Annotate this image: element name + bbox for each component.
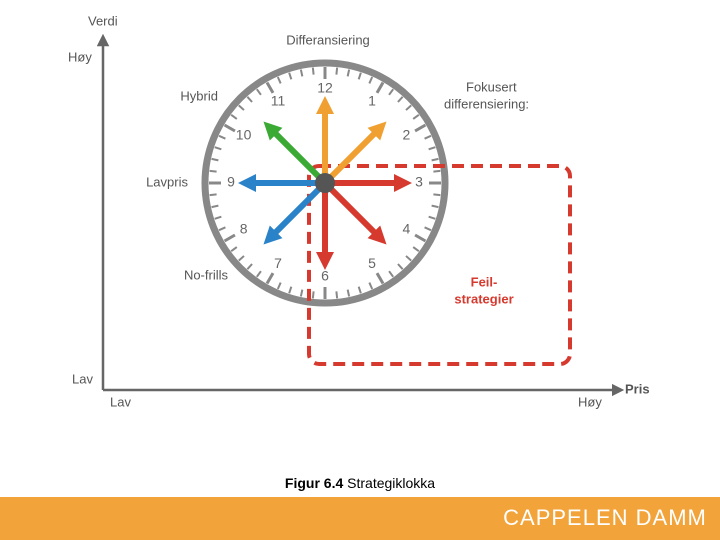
tick — [424, 226, 432, 232]
clock-number: 12 — [317, 80, 333, 96]
tick — [375, 272, 385, 285]
tick — [335, 67, 339, 75]
tick — [299, 289, 304, 297]
tick — [238, 104, 245, 111]
label-focused-1: Fokusert — [466, 79, 517, 94]
tick — [412, 114, 420, 120]
clock-number: 11 — [271, 92, 286, 108]
arrow — [322, 121, 387, 186]
tick — [311, 291, 315, 299]
y-title: Verdi — [88, 13, 118, 28]
tick — [276, 282, 282, 290]
tick — [375, 81, 385, 94]
tick — [428, 215, 436, 220]
y-high: Høy — [68, 49, 92, 64]
label-top: Differansiering — [286, 32, 370, 47]
tick — [265, 272, 275, 285]
tick — [397, 96, 404, 103]
clock-number: 9 — [227, 174, 235, 190]
tick — [214, 215, 222, 220]
clock-ticks — [209, 67, 441, 299]
tick — [311, 67, 315, 75]
tick — [357, 72, 362, 80]
tick — [357, 286, 362, 294]
x-low: Lav — [110, 394, 131, 409]
footer-bar — [0, 497, 720, 540]
tick — [368, 76, 374, 84]
label-hybrid: Hybrid — [180, 88, 218, 103]
tick — [238, 255, 245, 262]
tick — [288, 72, 293, 80]
label-no-frills: No-frills — [184, 267, 229, 282]
tick — [388, 270, 394, 278]
tick — [223, 123, 236, 133]
caption: Figur 6.4 Strategiklokka — [285, 475, 435, 491]
tick — [209, 193, 217, 197]
x-high: Høy — [578, 394, 602, 409]
caption-label: Figur 6.4 — [285, 475, 344, 491]
arrows — [238, 96, 412, 270]
failure-zone — [307, 164, 572, 366]
clock-number: 8 — [240, 221, 248, 237]
tick — [433, 193, 441, 197]
arrow — [263, 121, 328, 186]
tick — [346, 69, 351, 77]
label-low-price: Lavpris — [146, 174, 188, 189]
tick — [335, 291, 339, 299]
tick — [412, 246, 420, 252]
clock-number: 5 — [368, 255, 376, 271]
tick — [211, 157, 219, 162]
axes: Verdi Høy Lav Pris Lav Høy — [68, 13, 650, 409]
tick — [299, 69, 304, 77]
tick — [265, 81, 275, 94]
tick — [414, 123, 427, 133]
clock-face — [201, 59, 449, 307]
clock-number: 10 — [236, 127, 252, 143]
tick — [388, 88, 394, 96]
clock-number: 1 — [368, 92, 376, 108]
tick — [230, 246, 238, 252]
tick — [230, 114, 238, 120]
tick — [431, 157, 439, 162]
tick — [414, 233, 427, 243]
tick — [218, 134, 226, 140]
tick — [211, 204, 219, 209]
clock-center — [315, 173, 335, 193]
footer-brand: CAPPELEN DAMM — [503, 505, 707, 530]
arrow — [263, 180, 328, 245]
label-failure-2: strategier — [454, 291, 513, 306]
caption-text: Strategiklokka — [347, 475, 435, 491]
tick — [431, 204, 439, 209]
tick — [218, 226, 226, 232]
tick — [397, 263, 404, 270]
tick — [246, 96, 253, 103]
clock-number: 3 — [415, 174, 423, 190]
tick — [256, 88, 262, 96]
label-failure-1: Feil- — [471, 274, 498, 289]
tick — [246, 263, 253, 270]
clock-number: 4 — [403, 221, 411, 237]
clock-number: 2 — [403, 127, 411, 143]
tick — [405, 104, 412, 111]
tick — [276, 76, 282, 84]
tick — [433, 169, 441, 173]
tick — [209, 169, 217, 173]
clock-number: 7 — [274, 255, 282, 271]
tick — [368, 282, 374, 290]
label-focused-2: differensiering: — [444, 96, 529, 111]
tick — [256, 270, 262, 278]
clock-number: 6 — [321, 268, 329, 284]
y-low: Lav — [72, 371, 93, 386]
tick — [424, 134, 432, 140]
tick — [346, 289, 351, 297]
tick — [405, 255, 412, 262]
tick — [223, 233, 236, 243]
arrow — [322, 180, 387, 245]
tick — [288, 286, 293, 294]
tick — [214, 146, 222, 151]
x-title: Pris — [625, 381, 650, 396]
tick — [428, 146, 436, 151]
